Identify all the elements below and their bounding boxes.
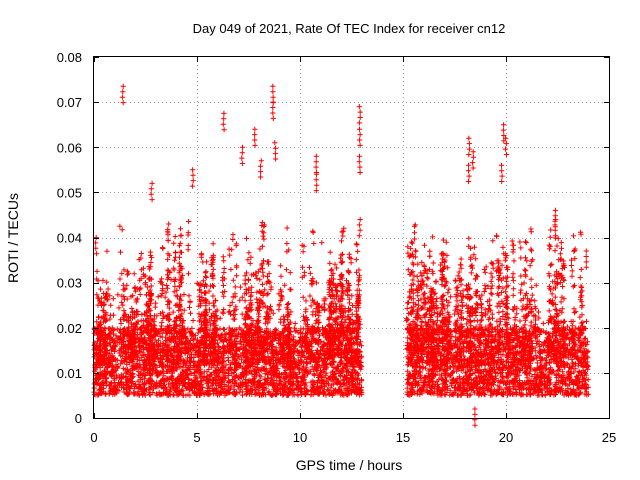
y-tick-label: 0.02 xyxy=(57,321,82,336)
x-tick-label: 15 xyxy=(396,430,410,445)
x-tick-label: 0 xyxy=(90,430,97,445)
y-tick-label: 0.08 xyxy=(57,50,82,65)
y-tick-label: 0 xyxy=(75,411,82,426)
x-tick-labels: 0 5 10 15 20 25 xyxy=(90,430,616,445)
x-tick-label: 5 xyxy=(193,430,200,445)
data-points xyxy=(91,83,591,428)
y-tick-labels: 0 0.01 0.02 0.03 0.04 0.05 0.06 0.07 0.08 xyxy=(57,50,82,426)
y-tick-label: 0.01 xyxy=(57,366,82,381)
y-tick-label: 0.07 xyxy=(57,95,82,110)
y-tick-label: 0.05 xyxy=(57,185,82,200)
y-tick-label: 0.03 xyxy=(57,276,82,291)
x-tick-label: 10 xyxy=(293,430,307,445)
y-tick-label: 0.06 xyxy=(57,140,82,155)
axis-ticks xyxy=(94,57,610,419)
y-axis-label: ROTI / TECUs xyxy=(5,193,21,283)
x-tick-label: 25 xyxy=(602,430,616,445)
x-tick-label: 20 xyxy=(499,430,513,445)
y-tick-label: 0.04 xyxy=(57,231,82,246)
plot-frame xyxy=(93,56,610,419)
roti-markers xyxy=(91,83,591,428)
chart-title: Day 049 of 2021, Rate Of TEC Index for r… xyxy=(193,21,506,36)
x-axis-label: GPS time / hours xyxy=(296,457,403,473)
